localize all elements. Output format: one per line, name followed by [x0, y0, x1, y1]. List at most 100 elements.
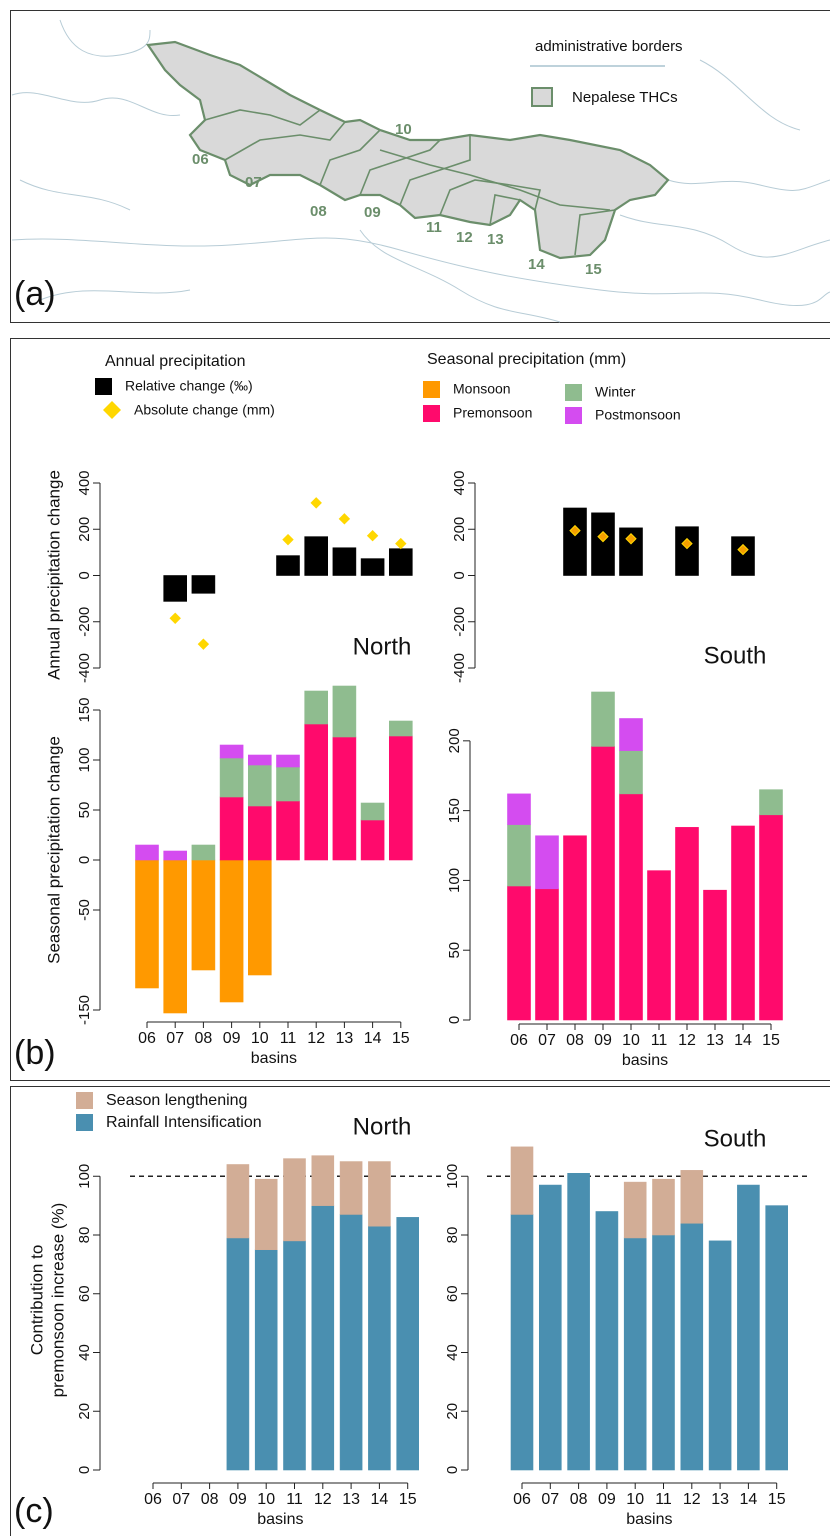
bar — [731, 536, 755, 576]
legend-label: Monsoon — [453, 381, 511, 397]
bar-segment — [248, 764, 272, 807]
x-axis-title: basins — [257, 1511, 303, 1528]
x-tick-label: 15 — [768, 1491, 786, 1508]
border — [11, 92, 181, 117]
legend-marker — [95, 378, 112, 395]
y-tick-label: -400 — [451, 653, 468, 683]
diamond-marker — [310, 497, 322, 509]
x-tick-label: 06 — [138, 1030, 156, 1047]
bar-segment — [276, 766, 300, 802]
map-legend-label: Nepalese THCs — [572, 89, 678, 106]
bar — [591, 512, 615, 576]
basin-label: 07 — [245, 174, 262, 191]
border — [359, 229, 561, 323]
x-tick-label: 13 — [342, 1491, 360, 1508]
panel-label: (c) — [14, 1492, 54, 1530]
y-tick-label: 0 — [444, 1466, 461, 1474]
bar-segment — [680, 1222, 704, 1471]
y-tick-label: 400 — [451, 470, 468, 495]
legend-marker — [565, 384, 582, 401]
border — [11, 237, 830, 306]
basin-border — [204, 109, 321, 126]
diamond-marker — [169, 612, 181, 624]
map-legend-swatch — [531, 87, 553, 107]
x-tick-label: 08 — [195, 1030, 213, 1047]
bar-segment — [708, 1240, 732, 1471]
bar-segment — [623, 1181, 647, 1239]
bar — [276, 555, 300, 576]
chart-title: South — [704, 642, 767, 669]
y-tick-label: 100 — [446, 868, 463, 893]
y-tick-label: 400 — [76, 470, 93, 495]
x-tick-label: 11 — [280, 1030, 297, 1047]
bar-segment — [619, 793, 643, 1021]
x-tick-label: 06 — [144, 1491, 162, 1508]
y-tick-label: 200 — [446, 728, 463, 753]
y-tick-label: 200 — [76, 517, 93, 542]
map — [11, 19, 830, 323]
basin-label: 11 — [426, 219, 442, 236]
bar-segment — [254, 1178, 278, 1250]
y-tick-label: -150 — [76, 995, 93, 1025]
diamond-marker — [737, 543, 749, 556]
x-tick-label: 08 — [570, 1491, 588, 1508]
bar-segment — [388, 720, 413, 737]
bar-segment — [765, 1205, 789, 1471]
x-tick-label: 11 — [655, 1491, 672, 1508]
y-tick-label: -200 — [76, 607, 93, 637]
bar-segment — [360, 819, 385, 861]
y-tick-label: 150 — [446, 798, 463, 823]
diamond-marker — [625, 533, 637, 545]
x-tick-label: 08 — [201, 1491, 219, 1508]
bar-segment — [368, 1225, 391, 1471]
diamond-marker — [282, 533, 294, 546]
basin-label: 15 — [585, 261, 602, 278]
legend-label: Absolute change (mm) — [134, 402, 275, 418]
bar — [563, 507, 587, 576]
bar-segment — [535, 888, 559, 1021]
diamond-marker — [597, 530, 609, 543]
x-tick-label: 14 — [371, 1491, 389, 1508]
legend-marker — [423, 381, 440, 398]
x-tick-label: 12 — [683, 1491, 701, 1508]
x-tick-label: 13 — [706, 1032, 724, 1049]
y-tick-label: 0 — [76, 571, 93, 579]
x-tick-label: 15 — [392, 1030, 410, 1047]
bar-segment — [360, 802, 385, 821]
bar-segment — [332, 736, 357, 861]
basin-label: 10 — [395, 121, 412, 138]
bar — [360, 558, 385, 576]
x-tick-label: 09 — [594, 1032, 612, 1049]
x-axis-title: basins — [626, 1511, 672, 1528]
bar — [675, 526, 699, 576]
bar-segment — [652, 1234, 675, 1471]
bar-segment — [226, 1164, 250, 1239]
x-tick-label: 10 — [622, 1032, 640, 1049]
y-tick-label: 200 — [451, 517, 468, 542]
legend-title: Seasonal precipitation (mm) — [427, 351, 626, 368]
y-tick-label: 60 — [76, 1285, 93, 1302]
x-tick-label: 15 — [399, 1491, 417, 1508]
legend-label: Season lengthening — [106, 1092, 247, 1109]
basin-borders — [204, 109, 616, 256]
x-tick-label: 08 — [566, 1032, 584, 1049]
x-tick-label: 12 — [678, 1032, 696, 1049]
chart-title: North — [353, 1113, 412, 1140]
x-tick-label: 07 — [166, 1030, 184, 1047]
x-axis-title: basins — [622, 1052, 668, 1069]
bar-segment — [332, 685, 357, 738]
legend-label: Premonsoon — [453, 405, 532, 421]
bar — [191, 575, 216, 594]
basin-label: 06 — [192, 151, 209, 168]
y-tick-label: 0 — [451, 571, 468, 579]
diamond-marker — [681, 537, 693, 550]
bar-segment — [652, 1178, 675, 1236]
bar-segment — [759, 814, 783, 1021]
panel-frame — [10, 1086, 830, 1536]
legend-marker — [565, 407, 582, 424]
y-tick-label: 100 — [444, 1164, 461, 1189]
bar-segment — [591, 746, 615, 1021]
bar-segment — [567, 1173, 590, 1471]
y-axis-title: Annual precipitation change — [44, 470, 63, 680]
bar-segment — [507, 824, 531, 887]
